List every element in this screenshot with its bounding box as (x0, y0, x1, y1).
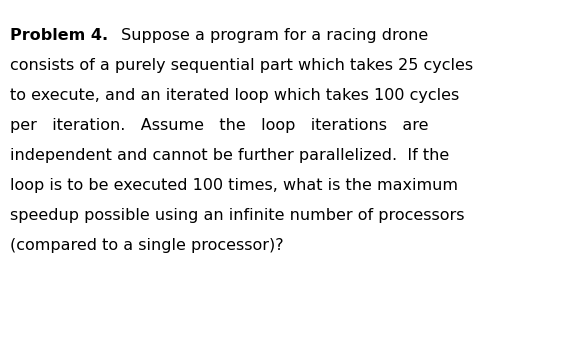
Text: independent and cannot be further parallelized.  If the: independent and cannot be further parall… (10, 148, 449, 163)
Text: to execute, and an iterated loop which takes 100 cycles: to execute, and an iterated loop which t… (10, 88, 460, 103)
Text: consists of a purely sequential part which takes 25 cycles: consists of a purely sequential part whi… (10, 58, 473, 73)
Text: speedup possible using an infinite number of processors: speedup possible using an infinite numbe… (10, 208, 465, 223)
Text: loop is to be executed 100 times, what is the maximum: loop is to be executed 100 times, what i… (10, 178, 458, 193)
Text: Suppose a program for a racing drone: Suppose a program for a racing drone (116, 28, 428, 43)
Text: per   iteration.   Assume   the   loop   iterations   are: per iteration. Assume the loop iteration… (10, 118, 428, 133)
Text: Problem 4.: Problem 4. (10, 28, 108, 43)
Text: (compared to a single processor)?: (compared to a single processor)? (10, 238, 284, 253)
